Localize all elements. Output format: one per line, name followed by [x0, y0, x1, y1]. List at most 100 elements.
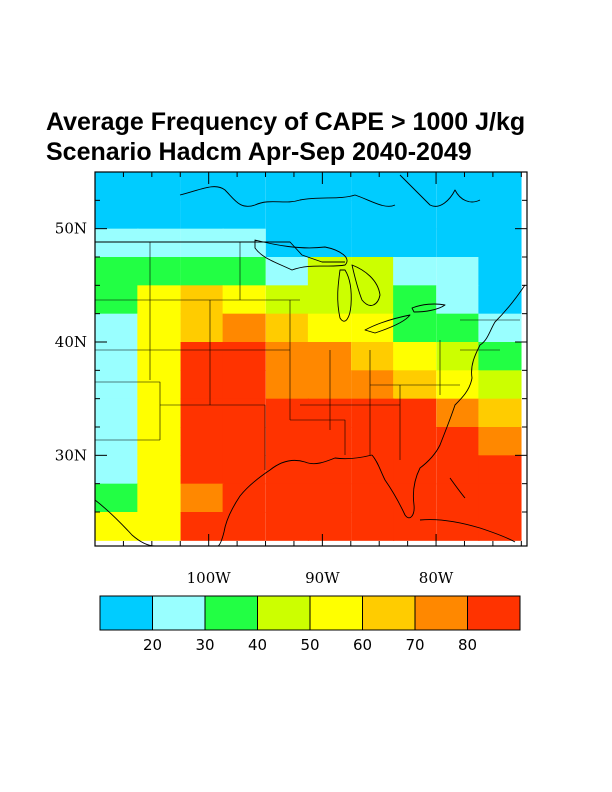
grid-cell [265, 172, 309, 201]
grid-cell [222, 313, 266, 343]
lat-tick-label: 50N [55, 220, 87, 238]
grid-cell [180, 200, 224, 230]
grid-cell [95, 200, 139, 230]
grid-cell [436, 512, 480, 541]
frequency-grid [95, 172, 522, 541]
lake-michigan [337, 269, 352, 322]
coastline-and-borders [94, 174, 526, 547]
grid-cell [307, 257, 352, 286]
grid-cell [95, 398, 139, 428]
grid-cell [222, 172, 266, 201]
grid-cell [222, 342, 266, 371]
grid-cell [95, 512, 139, 541]
colorbar-box [204, 595, 258, 631]
grid-cell [95, 455, 139, 485]
grid-cell [351, 342, 395, 371]
grid-cell [436, 228, 480, 258]
grid-cell [307, 370, 352, 400]
grid-cell [393, 285, 437, 315]
state-border-lines [95, 242, 520, 470]
grid-cell [222, 370, 266, 400]
grid-cell [307, 172, 352, 201]
grid-cell [351, 228, 395, 258]
colorbar-box [309, 595, 363, 631]
grid-cell [137, 257, 181, 286]
grid-cell [307, 285, 352, 315]
grid-cell [351, 200, 395, 230]
grid-cell [180, 257, 224, 286]
grid-cell [393, 512, 437, 541]
grid-cell [222, 455, 266, 485]
grid-cell [478, 342, 522, 371]
grid-cell [393, 172, 437, 201]
colorbar-label: 60 [353, 636, 372, 654]
grid-cell [307, 483, 352, 513]
atlantic-coast [371, 284, 526, 519]
grid-cell [436, 398, 480, 428]
grid-cell [351, 313, 395, 343]
grid-cell [180, 427, 224, 456]
grid-cell [351, 285, 395, 315]
grid-cell [436, 257, 480, 286]
grid-cell [95, 370, 139, 400]
colorbar-box [467, 595, 521, 631]
grid-cell [265, 483, 309, 513]
map-title-line2: Scenario Hadcm Apr-Sep 2040-2049 [46, 138, 472, 166]
colorbar-box [99, 595, 153, 631]
colorbar-label: 20 [143, 636, 162, 654]
grid-cell [307, 228, 352, 258]
colorbar-label: 70 [405, 636, 424, 654]
grid-cell [436, 455, 480, 485]
grid-cell [478, 455, 522, 485]
axis-tick-labels: 50N 40N 30N 100W 90W 80W [55, 220, 454, 587]
grid-cell [95, 342, 139, 371]
grid-cell [180, 455, 224, 485]
map-title-line1: Average Frequency of CAPE > 1000 J/kg [46, 108, 526, 136]
grid-cell [307, 342, 352, 371]
colorbar-label: 30 [195, 636, 214, 654]
grid-cell [95, 172, 139, 201]
grid-cell [180, 228, 224, 258]
colorbar-box [257, 595, 311, 631]
grid-cell [307, 313, 352, 343]
grid-cell [222, 200, 266, 230]
grid-cell [393, 342, 437, 371]
lon-tick-label: 80W [419, 569, 454, 587]
lat-tick-label: 40N [55, 333, 87, 351]
grid-cell [307, 427, 352, 456]
grid-cell [265, 455, 309, 485]
lon-tick-label: 90W [305, 569, 340, 587]
grid-cell [137, 427, 181, 456]
grid-cell [436, 172, 480, 201]
grid-cell [436, 313, 480, 343]
grid-cell [478, 313, 522, 343]
grid-cell [478, 200, 522, 230]
lat-tick-label: 30N [55, 446, 87, 464]
us-canada-border [95, 241, 345, 263]
grid-cell [180, 483, 224, 513]
grid-cell [180, 512, 224, 541]
grid-cell [393, 483, 437, 513]
grid-cell [436, 427, 480, 456]
grid-cell [478, 285, 522, 315]
grid-cell [95, 257, 139, 286]
labrador-coast [399, 174, 481, 207]
grid-cell [351, 398, 395, 428]
grid-cell [180, 313, 224, 343]
grid-cell [137, 512, 181, 541]
lake-ontario [411, 303, 446, 313]
grid-cell [265, 398, 309, 428]
cuba-outline [419, 519, 516, 543]
grid-cell [222, 427, 266, 456]
grid-cell [137, 342, 181, 371]
grid-cell [265, 313, 309, 343]
lon-tick-label: 100W [187, 569, 232, 587]
grid-cell [478, 172, 522, 201]
grid-cell [180, 342, 224, 371]
grid-cell [265, 200, 309, 230]
grid-cell [307, 398, 352, 428]
grid-cell [393, 257, 437, 286]
grid-cell [351, 427, 395, 456]
bahamas-outline [449, 477, 466, 499]
